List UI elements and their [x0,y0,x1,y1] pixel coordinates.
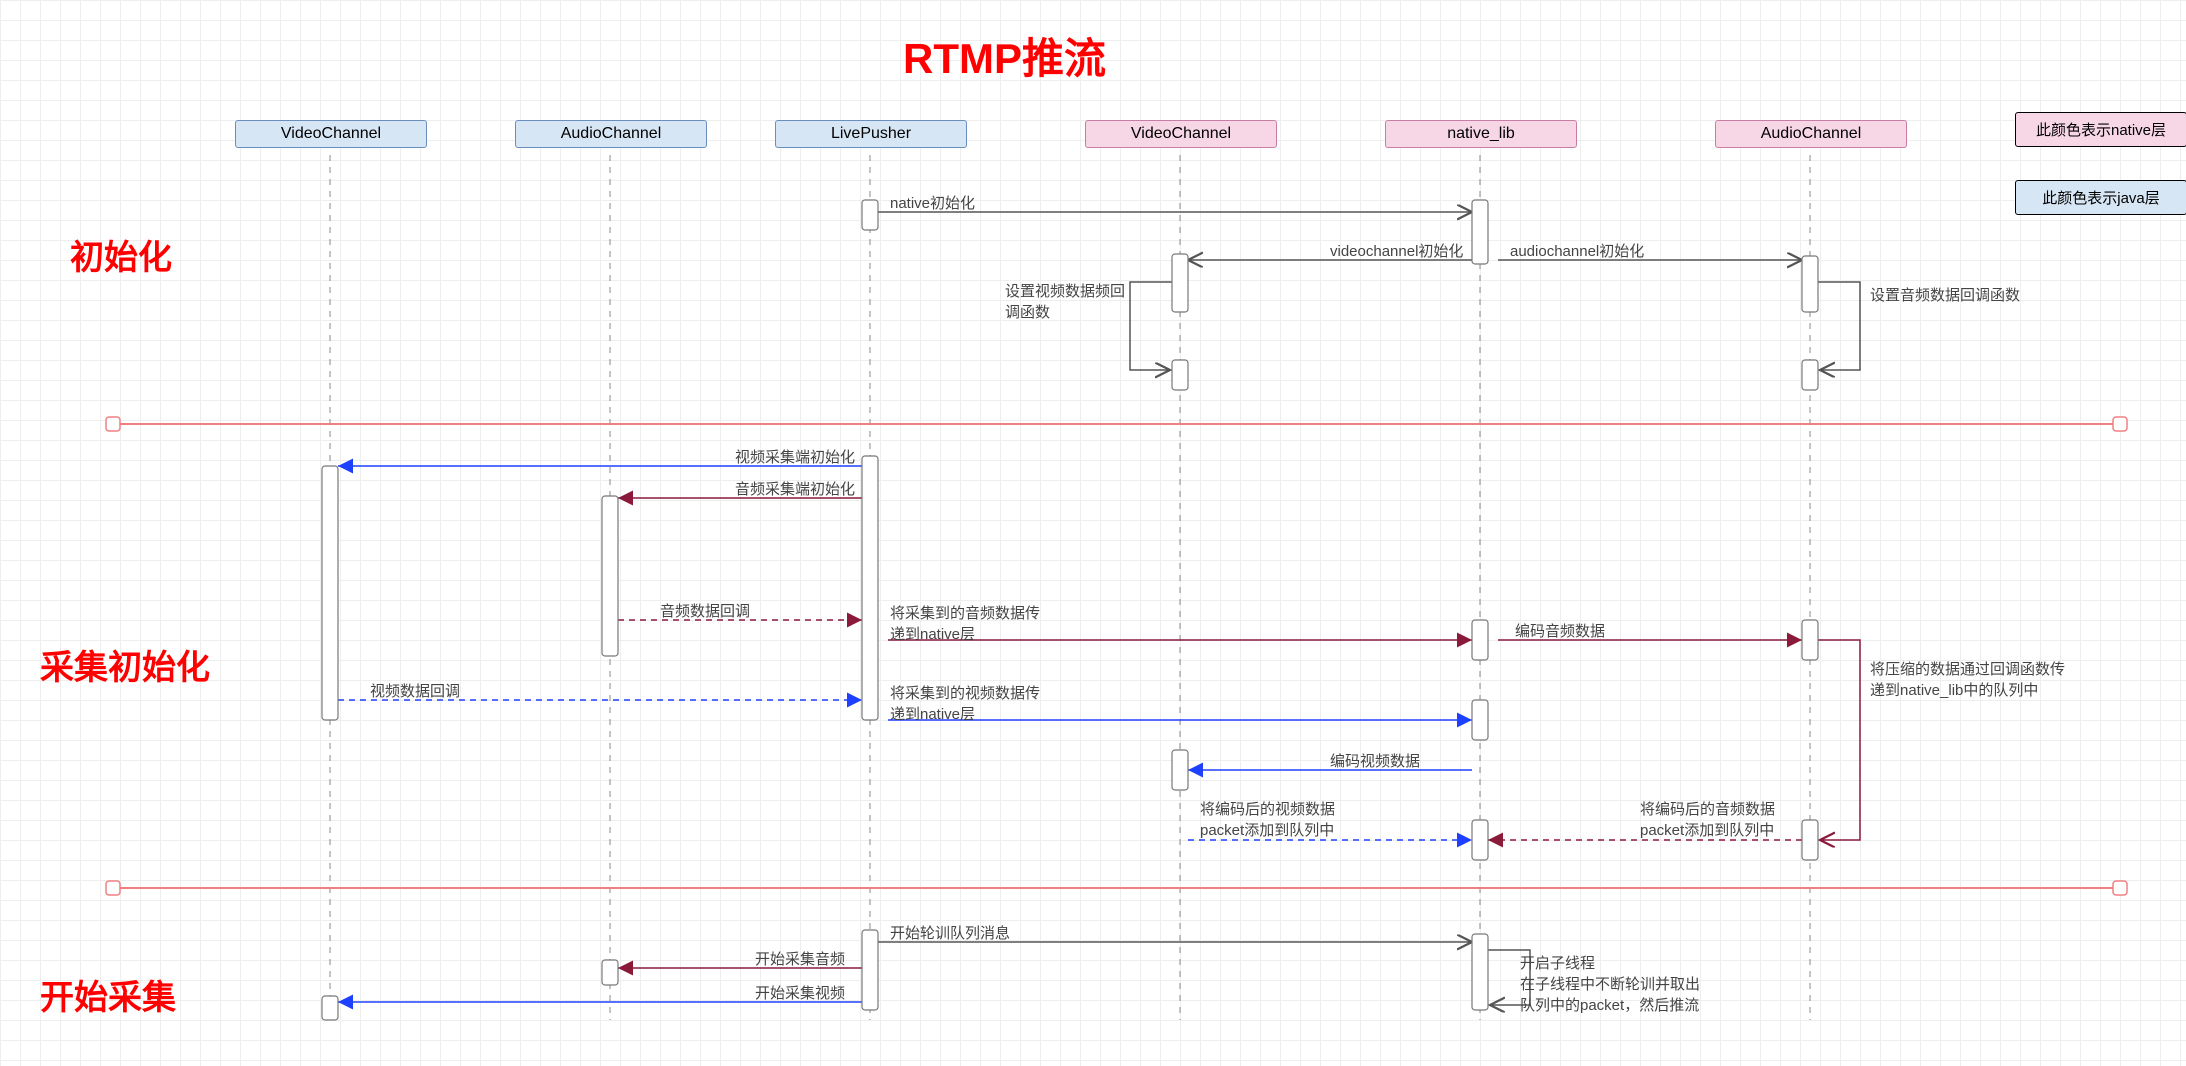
activation-bar [862,200,878,230]
divider-handle [106,417,120,431]
activation-bar [602,496,618,656]
self-message [1818,282,1860,370]
message-label: 设置音频数据回调函数 [1870,284,2020,305]
activation-bar [1472,934,1488,1010]
section-label: 采集初始化 [40,640,210,689]
activation-bar [1472,820,1488,860]
activation-bar [1802,620,1818,660]
message-label: videochannel初始化 [1330,240,1463,261]
message-label: 编码视频数据 [1330,750,1420,771]
message-label: 将采集到的音频数据传 递到native层 [890,602,1040,644]
activation-bar [1802,820,1818,860]
message-label: 音频采集端初始化 [735,478,855,499]
activation-bar [1472,200,1488,264]
section-label: 初始化 [70,230,172,279]
message-label: 音频数据回调 [660,600,750,621]
activation-bar [1172,360,1188,390]
lane-header-vc_java: VideoChannel [235,120,427,148]
lane-header-ac_nat: AudioChannel [1715,120,1907,148]
divider-handle [2113,417,2127,431]
lane-header-vc_nat: VideoChannel [1085,120,1277,148]
message-label: 开始轮训队列消息 [890,922,1010,943]
message-label: audiochannel初始化 [1510,240,1644,261]
legend-item: 此颜色表示java层 [2015,180,2186,215]
activation-bar [322,466,338,720]
activation-bar [322,996,338,1020]
self-message [1130,282,1172,370]
lane-header-nl: native_lib [1385,120,1577,148]
activation-bar [1802,256,1818,312]
lane-header-ac_java: AudioChannel [515,120,707,148]
message-label: 将压缩的数据通过回调函数传 递到native_lib中的队列中 [1870,658,2065,700]
message-label: 开始采集视频 [755,982,845,1003]
activation-bar [862,456,878,720]
activation-bar [1172,254,1188,312]
activation-bar [1172,750,1188,790]
legend-item: 此颜色表示native层 [2015,112,2186,147]
self-message [1818,640,1860,840]
activation-bar [602,960,618,985]
activation-bar [1802,360,1818,390]
message-label: 开启子线程 在子线程中不断轮训并取出 队列中的packet，然后推流 [1520,952,1700,1015]
message-label: 视频数据回调 [370,680,460,701]
divider-handle [106,881,120,895]
lane-header-lp: LivePusher [775,120,967,148]
diagram-canvas [0,0,2186,1066]
section-label: 开始采集 [40,970,176,1019]
message-label: 开始采集音频 [755,948,845,969]
activation-bar [1472,700,1488,740]
divider-handle [2113,881,2127,895]
message-label: 编码音频数据 [1515,620,1605,641]
message-label: 将编码后的音频数据 packet添加到队列中 [1640,798,1775,840]
message-label: 视频采集端初始化 [735,446,855,467]
message-label: 设置视频数据频回 调函数 [1005,280,1125,322]
message-label: native初始化 [890,192,975,213]
message-label: 将采集到的视频数据传 递到native层 [890,682,1040,724]
message-label: 将编码后的视频数据 packet添加到队列中 [1200,798,1335,840]
activation-bar [862,930,878,1010]
activation-bar [1472,620,1488,660]
